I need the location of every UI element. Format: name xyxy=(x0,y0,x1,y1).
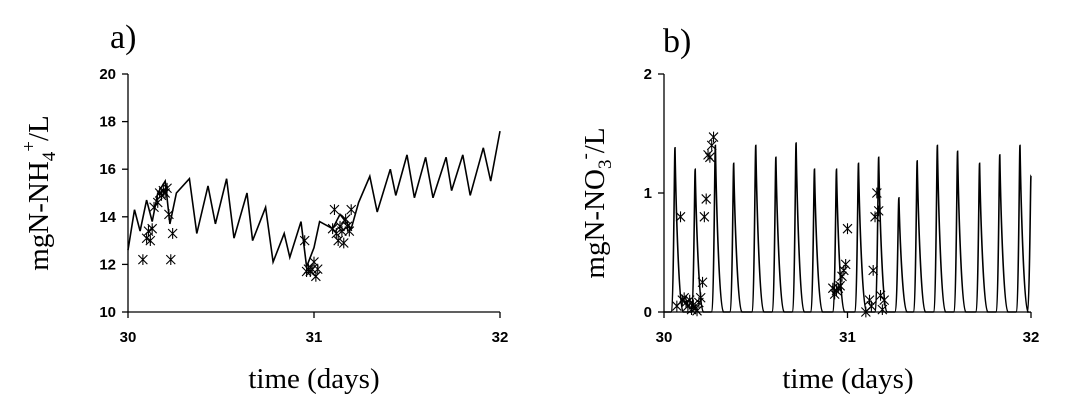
panel-a-observation-point xyxy=(312,263,323,275)
panel-b-observation-point xyxy=(875,289,886,301)
panel-a-y-tick-label: 12 xyxy=(99,256,116,273)
panel-a-observation-point xyxy=(337,225,347,237)
panel-a-observation-point xyxy=(340,213,351,225)
panel-a-axes xyxy=(127,74,500,313)
panel-b-y-title-sub: 3 xyxy=(595,160,616,170)
panel-b-observation-point xyxy=(873,205,884,217)
panel-a-y-title-tail: /L xyxy=(23,115,55,141)
panel-a-observation-point xyxy=(338,237,349,249)
panel-a-observation-point xyxy=(141,232,152,244)
panel-b-observation-point xyxy=(675,211,686,223)
panel-b-observation-point xyxy=(708,131,719,143)
panel-label-a: a) xyxy=(110,19,136,56)
panel-a-y-tick-label: 20 xyxy=(99,66,116,83)
panel-a-observation-point xyxy=(162,182,172,194)
panel-b-x-tick-label: 30 xyxy=(656,329,673,346)
panel-b-observation-point xyxy=(866,300,877,312)
panel-b-observation-point xyxy=(871,187,882,199)
panel-b-observation-point xyxy=(877,304,888,316)
panel-a-observation-point xyxy=(167,228,178,239)
panel-a-y-title-sup: + xyxy=(19,141,40,152)
panel-a-ticks: 10 12 14 16 18 20 30 31 32 xyxy=(99,66,508,346)
panel-a-y-tick-label: 14 xyxy=(99,209,116,226)
panel-b-observation-point xyxy=(868,264,879,276)
panel-a-observation-point xyxy=(145,235,156,246)
panel-a-x-axis-title: time (days) xyxy=(248,363,379,394)
panel-a-observation-point xyxy=(344,225,355,237)
panel-a-observation-point xyxy=(137,254,148,266)
panel-b-y-title-sup: - xyxy=(575,153,596,159)
panel-a-y-tick-label: 10 xyxy=(99,304,116,321)
panel-b-y-tick-label: 0 xyxy=(644,304,652,321)
panel-a-x-tick-label: 32 xyxy=(492,329,509,346)
panel-a-observation-point xyxy=(147,223,158,235)
panel-a-y-title-sub: 4 xyxy=(39,151,60,161)
panel-b-observation-point xyxy=(684,294,695,306)
panel-a-y-tick-label: 18 xyxy=(99,114,116,131)
panel-a-observation-point xyxy=(333,235,344,246)
panel-a-series xyxy=(127,130,501,282)
panel-b-observation-point xyxy=(692,305,702,317)
panel-b-observation-point xyxy=(870,211,880,223)
panel-b-observation-point xyxy=(704,151,715,163)
panel-a-model-line xyxy=(127,130,501,268)
panel-b-observation-point xyxy=(840,259,851,270)
panel-b-y-title-tail: /L xyxy=(579,127,611,153)
panel-a-y-tick-label: 16 xyxy=(99,161,116,178)
panel-b-observation-point xyxy=(701,193,712,205)
panel-b-ticks: 0 1 2 30 31 32 xyxy=(644,66,1040,346)
panel-a-observation-point xyxy=(149,201,159,213)
panel-b-y-tick-label: 2 xyxy=(644,66,652,83)
panel-a-observation-point xyxy=(346,204,357,216)
panel-b-x-tick-label: 32 xyxy=(1023,329,1040,346)
panel-b-series xyxy=(664,131,1032,318)
panel-b-observation-point xyxy=(699,211,710,223)
panel-a-y-axis-title: mgN-NH4+/L xyxy=(19,115,60,271)
panel-a-observation-point xyxy=(164,209,174,220)
panel-a-observation-point xyxy=(327,223,338,235)
panel-b-observation-point xyxy=(835,280,846,292)
panel-a-y-title-main: mgN-NH xyxy=(23,161,55,271)
panel-b-chart: b) time (days) mgN-NO3-/L 0 1 2 30 31 32 xyxy=(575,23,1039,394)
panel-b-x-axis-title: time (days) xyxy=(782,363,913,394)
panel-a-observation-point xyxy=(310,270,321,282)
panel-b-model-line xyxy=(664,141,1032,313)
panel-a-observation-point xyxy=(299,235,310,246)
panel-a-x-tick-label: 30 xyxy=(120,329,137,346)
panel-a-x-tick-label: 31 xyxy=(306,329,323,346)
panel-b-x-tick-label: 31 xyxy=(839,329,856,346)
panel-b-observation-point xyxy=(695,292,706,304)
panel-a-observation-point xyxy=(329,204,340,216)
panel-b-y-tick-label: 1 xyxy=(644,185,652,202)
panel-b-observation-point xyxy=(879,294,890,306)
panel-b-observation-point xyxy=(706,140,717,151)
panel-b-y-axis-title: mgN-NO3-/L xyxy=(575,127,616,278)
panel-b-observation-point xyxy=(842,223,853,235)
panel-a-observation-point xyxy=(143,225,154,237)
panel-a-chart: a) time (days) mgN-NH4+/L 10 12 14 16 18 20 30… xyxy=(19,19,508,394)
panel-b-observation-point xyxy=(697,276,708,288)
panel-a-observation-point xyxy=(165,254,176,266)
panel-label-b: b) xyxy=(663,23,691,60)
panel-b-y-title-main: mgN-NO xyxy=(579,169,611,279)
